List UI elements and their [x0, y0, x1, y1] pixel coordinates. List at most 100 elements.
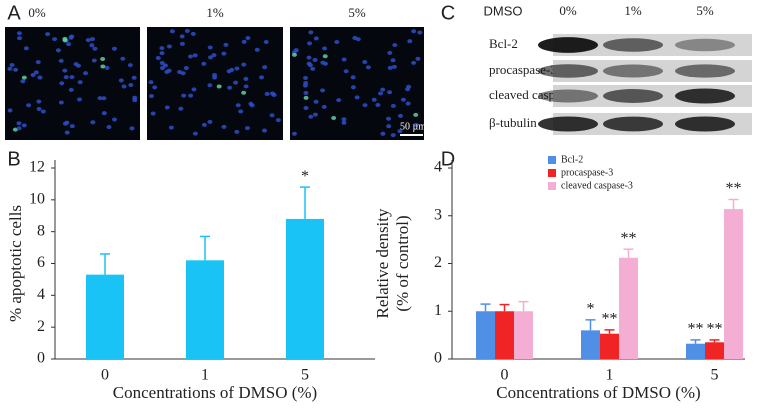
legend-swatch [548, 182, 556, 190]
error-bar [518, 300, 529, 312]
nucleus [386, 124, 392, 129]
bar [186, 260, 224, 359]
blot-band [538, 64, 598, 78]
y-tick-label: 2 [37, 318, 45, 335]
nucleus [365, 65, 371, 70]
nucleus [411, 60, 417, 65]
nucleus [405, 101, 411, 106]
x-tick-label: 5 [711, 367, 719, 384]
nucleus [83, 71, 89, 76]
nucleus [234, 129, 240, 134]
nucleus [235, 103, 241, 108]
nucleus [190, 31, 196, 36]
nucleus [166, 68, 172, 73]
bar [86, 274, 124, 359]
nucleus [341, 117, 347, 122]
error-bar [623, 248, 634, 258]
nucleus [52, 37, 58, 42]
nucleus [334, 40, 340, 45]
y-tick-label: 8 [37, 222, 45, 239]
nucleus [387, 90, 393, 95]
nucleus [320, 88, 326, 93]
nucleus [89, 43, 95, 48]
nucleus [386, 116, 392, 121]
blot-header: DMSO [484, 3, 523, 18]
error-bar [300, 186, 310, 219]
nucleus [322, 61, 328, 66]
nucleus [303, 75, 309, 80]
nucleus [45, 32, 51, 37]
nucleus [89, 37, 95, 42]
nucleus [191, 87, 197, 92]
nucleus [162, 63, 168, 68]
image-label: 1% [206, 5, 224, 20]
nucleus [221, 51, 227, 56]
y-tick-label: 0 [37, 350, 45, 367]
error-bar [200, 235, 210, 261]
nucleus [168, 125, 174, 130]
blot-band [603, 38, 663, 52]
nucleus [9, 62, 15, 67]
nucleus [63, 75, 69, 80]
nucleus [306, 55, 312, 60]
nucleus [243, 76, 249, 81]
significance-label: ** [621, 230, 637, 247]
nucleus [400, 97, 406, 102]
nucleus [131, 75, 137, 80]
y-tick-label: 2 [434, 254, 442, 271]
nucleus [415, 56, 421, 61]
nucleus [397, 129, 403, 134]
nucleus [241, 62, 247, 67]
cell-nuclei [7, 29, 423, 138]
nucleus [152, 85, 158, 90]
nucleus [201, 122, 207, 127]
nucleus [192, 53, 198, 58]
y-tick-label: 3 [434, 206, 442, 223]
nucleus [262, 65, 268, 70]
micrograph [290, 27, 424, 140]
nucleus [150, 111, 156, 116]
nucleus [21, 123, 27, 128]
nucleus [7, 66, 13, 71]
nucleus [413, 122, 419, 127]
nucleus [308, 30, 314, 35]
nucleus [178, 106, 184, 111]
nucleus [243, 84, 249, 89]
nucleus [69, 124, 75, 129]
nucleus [413, 112, 419, 117]
nucleus [341, 57, 347, 62]
nucleus [159, 51, 165, 56]
y-tick-label: 4 [434, 159, 442, 176]
nucleus [244, 126, 250, 131]
nucleus [184, 29, 190, 34]
nucleus [241, 39, 247, 44]
nucleus [148, 94, 154, 99]
nucleus [352, 35, 358, 40]
nucleus [259, 75, 265, 80]
nucleus [73, 62, 79, 67]
blot-row-label: β-tubulin [489, 115, 537, 130]
nucleus [321, 104, 327, 109]
nucleus [248, 101, 254, 106]
nucleus [16, 121, 22, 126]
nucleus [216, 84, 222, 89]
nucleus [159, 66, 165, 71]
nucleus [392, 43, 398, 48]
nucleus [155, 55, 161, 60]
legend-label: cleaved caspase-3 [561, 180, 633, 191]
blot-band [675, 64, 735, 78]
bar [476, 311, 495, 359]
nucleus [35, 60, 41, 65]
nucleus [211, 53, 217, 58]
nucleus [303, 95, 309, 100]
lane-label: 1% [624, 3, 642, 18]
nucleus [378, 91, 384, 96]
nucleus [306, 61, 312, 66]
nucleus [207, 45, 213, 50]
nucleus [362, 103, 368, 108]
nucleus [380, 87, 386, 92]
blot-band [603, 116, 663, 132]
blot-band [603, 64, 663, 78]
bar [724, 209, 743, 359]
nucleus [229, 67, 235, 72]
